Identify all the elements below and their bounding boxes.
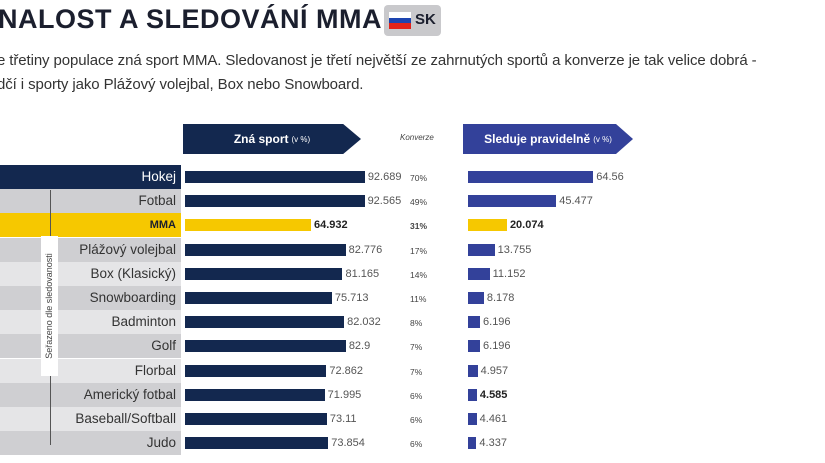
page-title: NALOST A SLEDOVÁNÍ MMA — [0, 4, 382, 34]
category-label: Hokej — [0, 165, 181, 189]
category-label: Badminton — [0, 310, 181, 335]
sort-line — [50, 376, 51, 445]
follows-bar — [468, 219, 507, 232]
known-sport-unit: (v %) — [291, 134, 311, 144]
follows-bar — [468, 243, 495, 256]
follows-value: 4.461 — [479, 413, 508, 425]
known-bar — [185, 364, 327, 377]
slovakia-flag-icon — [389, 12, 411, 30]
conversion-value: 6% — [410, 390, 423, 401]
known-value: 92.565 — [367, 195, 402, 208]
known-value: 82.032 — [347, 316, 381, 329]
category-label: Florbal — [0, 358, 181, 383]
known-bar — [185, 316, 345, 329]
conversion-value: 7% — [410, 342, 423, 353]
conversion-value: 49% — [410, 197, 428, 208]
follows-bar — [468, 316, 481, 329]
follows-header: Sleduje pravidelně (v %) — [463, 124, 633, 154]
known-value: 75.713 — [334, 292, 369, 304]
category-label: Judo — [0, 431, 181, 456]
follows-value: 6.196 — [483, 316, 511, 329]
known-sport-header: Zná sport (v %) — [183, 124, 361, 154]
follows-value: 4.337 — [479, 437, 507, 450]
follows-value: 64.56 — [596, 171, 624, 183]
follows-unit: (v %) — [593, 134, 612, 144]
known-value: 82.776 — [348, 243, 383, 256]
category-label: Golf — [0, 334, 181, 359]
conversion-header: Konverze — [400, 133, 434, 142]
conversion-value: 8% — [410, 318, 423, 329]
known-value: 71.995 — [327, 388, 362, 401]
conversion-value: 17% — [410, 245, 428, 256]
follows-bar — [468, 364, 478, 377]
conversion-value: 7% — [410, 366, 423, 377]
conversion-value: 14% — [410, 269, 428, 280]
known-bar — [185, 219, 311, 232]
follows-bar — [468, 413, 477, 425]
category-label: MMA — [0, 213, 181, 238]
follows-value: 6.196 — [483, 340, 511, 353]
follows-value: 4.585 — [479, 388, 508, 401]
follows-bar — [468, 340, 481, 353]
follows-value: 11.152 — [492, 267, 526, 280]
known-value: 73.854 — [331, 437, 365, 450]
known-bar — [185, 413, 327, 425]
subtitle-line-1: e třetiny populace zná sport MMA. Sledov… — [0, 52, 757, 69]
category-label: Snowboarding — [0, 286, 181, 310]
known-value: 92.689 — [367, 171, 402, 183]
follows-bar — [468, 292, 484, 304]
known-bar — [185, 195, 365, 208]
sort-note: Seřazeno dle sledovanosti — [44, 253, 54, 359]
known-bar — [185, 340, 346, 353]
known-sport-label: Zná sport — [233, 132, 289, 146]
conversion-value: 31% — [410, 221, 428, 232]
known-value: 82.9 — [348, 340, 371, 353]
follows-value: 13.755 — [497, 243, 532, 256]
follows-value: 4.957 — [480, 364, 509, 377]
category-label: Box (Klasický) — [0, 261, 181, 286]
category-label: Fotbal — [0, 189, 181, 214]
subtitle-line-2: dčí i sporty jako Plážový volejbal, Box … — [0, 76, 364, 93]
conversion-value: 6% — [410, 415, 423, 425]
known-bar — [185, 267, 343, 280]
known-value: 81.165 — [345, 267, 380, 280]
known-bar — [185, 292, 332, 304]
follows-value: 8.178 — [486, 292, 515, 304]
sort-note-box — [41, 236, 58, 376]
country-code: SK — [415, 11, 436, 28]
known-bar — [185, 437, 329, 450]
follows-bar — [468, 437, 477, 450]
follows-value: 20.074 — [509, 219, 544, 232]
follows-bar — [468, 388, 477, 401]
known-value: 64.932 — [313, 219, 348, 232]
country-badge: SK — [384, 5, 441, 36]
conversion-value: 70% — [410, 173, 428, 183]
known-value: 73.11 — [329, 413, 357, 425]
follows-bar — [468, 171, 594, 183]
follows-bar — [468, 195, 557, 208]
known-bar — [185, 171, 365, 183]
follows-value: 45.477 — [559, 195, 593, 208]
category-label: Baseball/Softball — [0, 407, 181, 431]
conversion-value: 6% — [410, 439, 423, 450]
known-bar — [185, 243, 346, 256]
category-label: Plážový volejbal — [0, 237, 181, 262]
known-bar — [185, 388, 325, 401]
sort-line — [50, 190, 51, 236]
follows-label: Sleduje pravidelně — [484, 132, 591, 146]
category-label: Americký fotbal — [0, 382, 181, 407]
known-value: 72.862 — [329, 364, 363, 377]
follows-bar — [468, 267, 490, 280]
conversion-value: 11% — [410, 294, 427, 304]
